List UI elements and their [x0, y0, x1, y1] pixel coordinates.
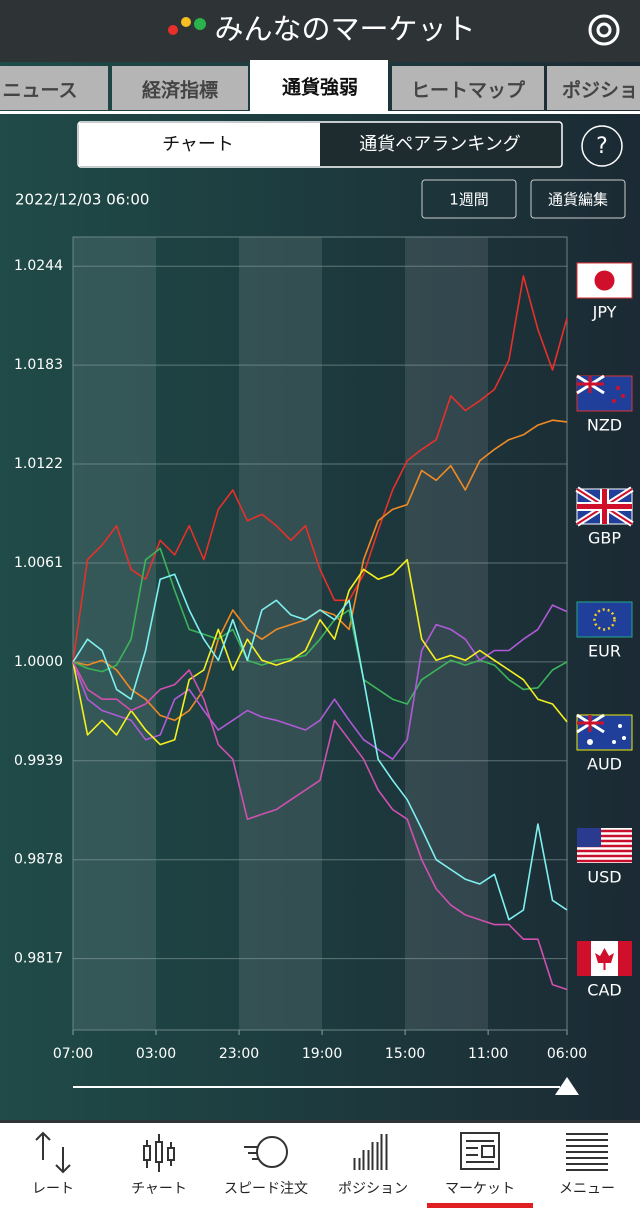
y-tick-label: 1.0244 — [14, 258, 63, 274]
nav-label[interactable]: レート — [32, 1181, 74, 1197]
header-bar — [0, 0, 640, 62]
flag-nzd — [576, 374, 633, 412]
logo-dot — [181, 17, 191, 27]
x-tick-label: 07:00 — [53, 1046, 93, 1062]
time-band — [73, 237, 156, 1030]
bottom-nav-border — [0, 1120, 640, 1123]
tab-label: ニュース — [2, 80, 77, 102]
x-tick-label: 19:00 — [302, 1046, 342, 1062]
y-tick-label: 0.9939 — [14, 753, 63, 769]
bottom-nav — [0, 1122, 640, 1209]
flag-aud — [576, 713, 633, 751]
flag-usd — [577, 828, 632, 863]
series-line — [72, 604, 568, 760]
legend-label: NZD — [587, 416, 622, 435]
help-button[interactable] — [581, 125, 623, 167]
edit-button[interactable] — [530, 179, 626, 219]
x-tick-label: 06:00 — [547, 1046, 587, 1062]
legend-label: EUR — [588, 642, 621, 661]
series-line — [72, 275, 568, 663]
time-slider-handle[interactable] — [555, 1077, 579, 1095]
legend-label: USD — [587, 868, 621, 887]
help-label: ? — [596, 134, 608, 159]
tab[interactable] — [547, 66, 640, 110]
series-line — [72, 573, 568, 921]
tab-active[interactable] — [250, 60, 388, 114]
series-line — [72, 558, 568, 746]
period-button[interactable] — [421, 179, 517, 219]
logo-dot — [194, 18, 206, 30]
tab-label: ヒートマップ — [411, 79, 526, 102]
time-band — [239, 237, 322, 1030]
nav-label[interactable]: スピード注文 — [224, 1181, 308, 1197]
nav-active-indicator — [427, 1203, 533, 1208]
series-line — [72, 661, 568, 991]
flag-cad — [577, 941, 632, 976]
y-tick-label: 0.9817 — [14, 951, 63, 967]
legend-label: JPY — [592, 303, 617, 322]
x-tick-label: 23:00 — [219, 1046, 259, 1062]
flag-eur — [576, 601, 633, 638]
segment-label: チャート — [162, 134, 234, 155]
y-tick-label: 1.0122 — [14, 456, 63, 472]
button-label: 1週間 — [449, 191, 489, 209]
nav-label[interactable]: マーケット — [445, 1181, 515, 1197]
x-tick-label: 11:00 — [468, 1046, 508, 1062]
tab-label: 経済指標 — [142, 79, 218, 102]
time-band — [405, 237, 488, 1030]
legend-label: GBP — [588, 529, 621, 548]
logo-dot — [168, 25, 178, 35]
nav-label[interactable]: ポジション — [338, 1181, 408, 1197]
plot-frame — [72, 236, 568, 1031]
y-tick-label: 1.0183 — [14, 357, 63, 373]
plot: 1.0244 1.0183 1.0122 1.0061 1.0000 0.9939 0.98… — [14, 258, 622, 1062]
y-tick-label: 1.0061 — [14, 555, 63, 571]
settings-icon[interactable] — [588, 14, 620, 46]
tab[interactable] — [392, 66, 544, 110]
nav-label[interactable]: メニュー — [559, 1181, 615, 1197]
button-label: 通貨編集 — [548, 191, 608, 209]
legend-label: CAD — [587, 981, 621, 1000]
segment-active[interactable] — [79, 123, 320, 166]
flag-jpy — [576, 262, 633, 299]
tab[interactable] — [0, 66, 108, 110]
tab-label: 通貨強弱 — [282, 76, 358, 99]
tab[interactable] — [112, 66, 248, 110]
tab-underline — [0, 111, 640, 114]
segment-label[interactable]: 通貨ペアランキング — [359, 134, 520, 155]
x-tick-label: 03:00 — [136, 1046, 176, 1062]
x-tick-label: 15:00 — [385, 1046, 425, 1062]
legend-label: AUD — [587, 755, 622, 774]
tab-label: ポジショ — [562, 79, 638, 102]
date-label: 2022/12/03 06:00 — [15, 191, 149, 209]
y-tick-label: 1.0000 — [14, 654, 63, 670]
series-line — [72, 547, 568, 705]
flag-gbp — [575, 486, 634, 527]
nav-label[interactable]: チャート — [131, 1181, 187, 1197]
nav-icons — [35, 1131, 608, 1174]
app-title: みんなのマーケット — [214, 12, 475, 46]
y-tick-label: 0.9878 — [14, 852, 63, 868]
